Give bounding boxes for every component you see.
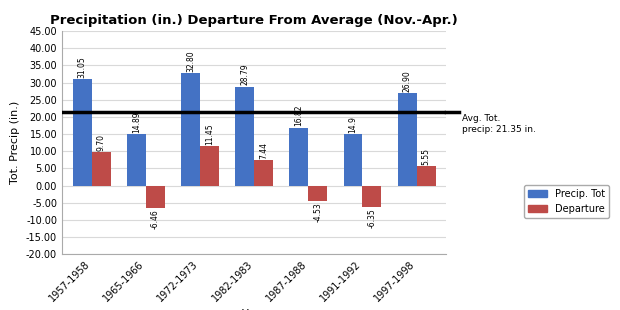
Text: -6.35: -6.35 — [368, 209, 376, 228]
Bar — [146, 185, 165, 208]
Bar — [290, 128, 308, 185]
Title: Precipitation (in.) Departure From Average (Nov.-Apr.): Precipitation (in.) Departure From Avera… — [50, 14, 458, 27]
Bar — [181, 73, 200, 185]
Text: 31.05: 31.05 — [78, 56, 87, 78]
Text: 32.80: 32.80 — [186, 50, 195, 72]
Text: -6.46: -6.46 — [151, 209, 160, 229]
Bar — [308, 185, 327, 201]
Text: 28.79: 28.79 — [240, 64, 249, 85]
Text: 16.82: 16.82 — [294, 105, 303, 126]
Bar — [417, 166, 436, 185]
X-axis label: Year: Year — [242, 309, 266, 310]
Text: 9.70: 9.70 — [97, 134, 106, 151]
Y-axis label: Tot. Precip (in.): Tot. Precip (in.) — [11, 101, 20, 184]
Bar — [235, 87, 254, 185]
Text: 11.45: 11.45 — [205, 123, 214, 145]
Bar — [397, 93, 417, 185]
Text: 5.55: 5.55 — [422, 148, 431, 165]
Bar — [127, 135, 146, 185]
Bar — [363, 185, 381, 207]
Text: -4.53: -4.53 — [313, 202, 322, 222]
Bar — [254, 160, 273, 185]
Bar — [200, 146, 219, 185]
Text: Avg. Tot.
precip: 21.35 in.: Avg. Tot. precip: 21.35 in. — [462, 114, 536, 134]
Text: 14.89: 14.89 — [132, 111, 141, 133]
Bar — [343, 134, 363, 185]
Text: 7.44: 7.44 — [259, 142, 268, 159]
Bar — [92, 152, 111, 185]
Text: 14.9: 14.9 — [348, 116, 358, 133]
Bar — [73, 79, 92, 185]
Legend: Precip. Tot, Departure: Precip. Tot, Departure — [524, 185, 609, 218]
Text: 26.90: 26.90 — [402, 70, 412, 92]
